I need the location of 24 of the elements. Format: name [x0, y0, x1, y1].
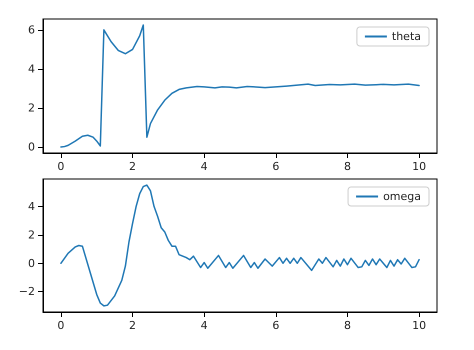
x-tick-label: 0 — [57, 160, 64, 173]
x-tick-label: 10 — [412, 160, 426, 173]
x-tick-label: 2 — [129, 319, 136, 332]
y-tick-label: 4 — [28, 62, 35, 76]
x-tick-label: 4 — [200, 319, 208, 332]
line-series — [60, 184, 420, 307]
y-tick-label: 4 — [28, 200, 35, 213]
line-series — [60, 24, 420, 148]
x-tick-label: 4 — [200, 160, 208, 173]
x-tick-label: 6 — [272, 319, 280, 332]
legend-label: omega — [383, 190, 421, 203]
x-tick-label: 8 — [344, 319, 351, 332]
x-tick-label: 8 — [344, 160, 351, 173]
x-tick-label: 0 — [57, 319, 64, 332]
x-tick-label: 2 — [129, 160, 136, 173]
x-tick-label: 10 — [412, 319, 426, 332]
y-tick-label: −2 — [18, 285, 35, 298]
y-tick-label: 0 — [28, 140, 35, 154]
y-tick-label: 2 — [28, 228, 35, 242]
y-tick-label: 0 — [28, 256, 35, 270]
x-tick-label: 6 — [272, 160, 280, 173]
y-tick-label: 6 — [28, 23, 35, 36]
y-tick-label: 2 — [28, 101, 35, 114]
legend-label: theta — [392, 30, 422, 43]
